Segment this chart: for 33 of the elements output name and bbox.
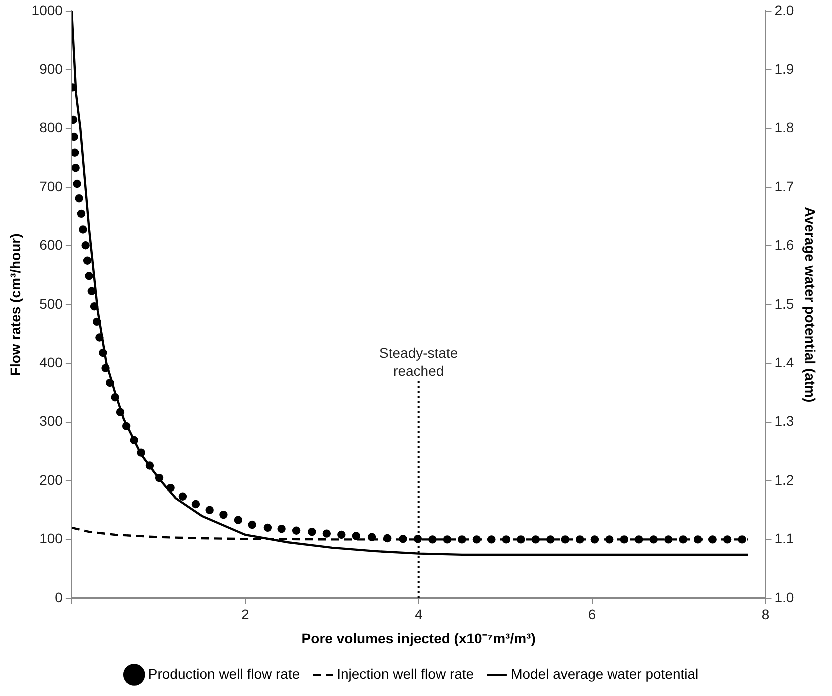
x-tick-label: 8	[762, 606, 770, 623]
y-axis-title: Flow rates (cm³/hour)	[7, 234, 24, 376]
y2-tick-label: 1.3	[774, 413, 794, 430]
y-tick-label: 500	[40, 296, 64, 312]
y2-tick-label: 1.6	[774, 237, 794, 254]
y-tick-label: 800	[40, 120, 64, 136]
y2-axis-title: Average water potential (atm)	[802, 207, 819, 403]
legend-label: Injection well flow rate	[337, 666, 474, 682]
y-tick-label: 0	[55, 589, 64, 606]
y2-tick-label: 1.2	[774, 472, 794, 488]
y-tick-label: 100	[40, 530, 64, 547]
y2-tick-label: 1.5	[774, 296, 794, 312]
y-tick-label: 600	[40, 237, 64, 254]
y-tick-label: 1000	[32, 2, 64, 18]
y-tick-label: 200	[40, 472, 64, 488]
y-tick-label: 700	[40, 178, 64, 194]
x-tick-label: 6	[588, 606, 596, 623]
y2-tick-label: 1.1	[774, 530, 794, 547]
x-tick-label: 2	[241, 606, 250, 623]
y2-tick-label: 1.0	[774, 589, 794, 606]
y-tick-label: 300	[40, 413, 64, 430]
y2-tick-label: 2.0	[774, 2, 794, 18]
y-tick-label: 400	[40, 354, 64, 370]
x-axis-title: Pore volumes injected (x10⁻⁷m³/m³)	[302, 630, 536, 646]
y2-tick-label: 1.9	[774, 60, 794, 77]
y2-tick-label: 1.8	[774, 120, 794, 136]
y2-tick-label: 1.4	[774, 354, 794, 370]
x-tick-label: 4	[414, 606, 423, 623]
legend-label: Model average water potential	[511, 666, 699, 682]
ref-line-label: Steady-state reached	[380, 345, 458, 380]
legend-label: Production well flow rate	[148, 666, 300, 682]
y2-tick-label: 1.7	[774, 178, 794, 194]
y-tick-label: 900	[40, 60, 64, 77]
